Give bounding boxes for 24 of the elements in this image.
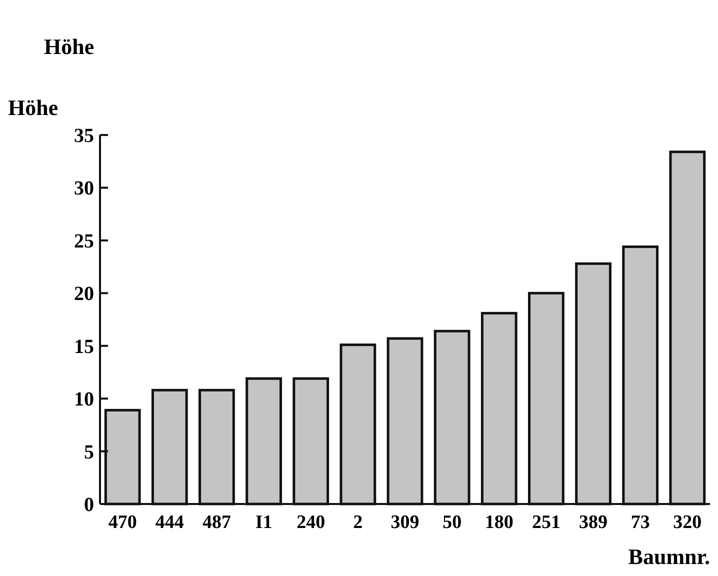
x-tick-label: 2: [353, 512, 363, 533]
y-tick-label: 35: [74, 125, 94, 147]
y-tick-label: 30: [74, 178, 94, 200]
x-tick-label: 240: [296, 512, 326, 533]
x-tick-label: 50: [442, 512, 462, 533]
x-tick-label: 309: [390, 512, 420, 533]
y-tick-label: 15: [74, 336, 94, 358]
x-tick-label: 470: [108, 512, 137, 533]
y-tick-label: 20: [74, 283, 94, 306]
x-tick-label: 487: [202, 512, 232, 533]
x-tick-label: 251: [532, 512, 560, 533]
y-tick-label: 10: [74, 388, 94, 411]
x-tick-label: 320: [673, 512, 702, 533]
y-tick-label: 0: [84, 494, 94, 516]
y-axis-title: Höhe: [8, 95, 58, 120]
y-tick-label: 5: [84, 441, 94, 464]
x-tick-label: 180: [484, 512, 514, 533]
x-axis-title: Baumnr.: [628, 544, 710, 569]
y-tick-label: 25: [74, 230, 94, 252]
x-tick-label: 444: [155, 512, 184, 533]
x-tick-label: 389: [579, 512, 608, 533]
x-tick-label: I1: [255, 512, 272, 533]
x-tick-label: 73: [630, 512, 650, 533]
chart-title: Höhe: [44, 34, 94, 59]
